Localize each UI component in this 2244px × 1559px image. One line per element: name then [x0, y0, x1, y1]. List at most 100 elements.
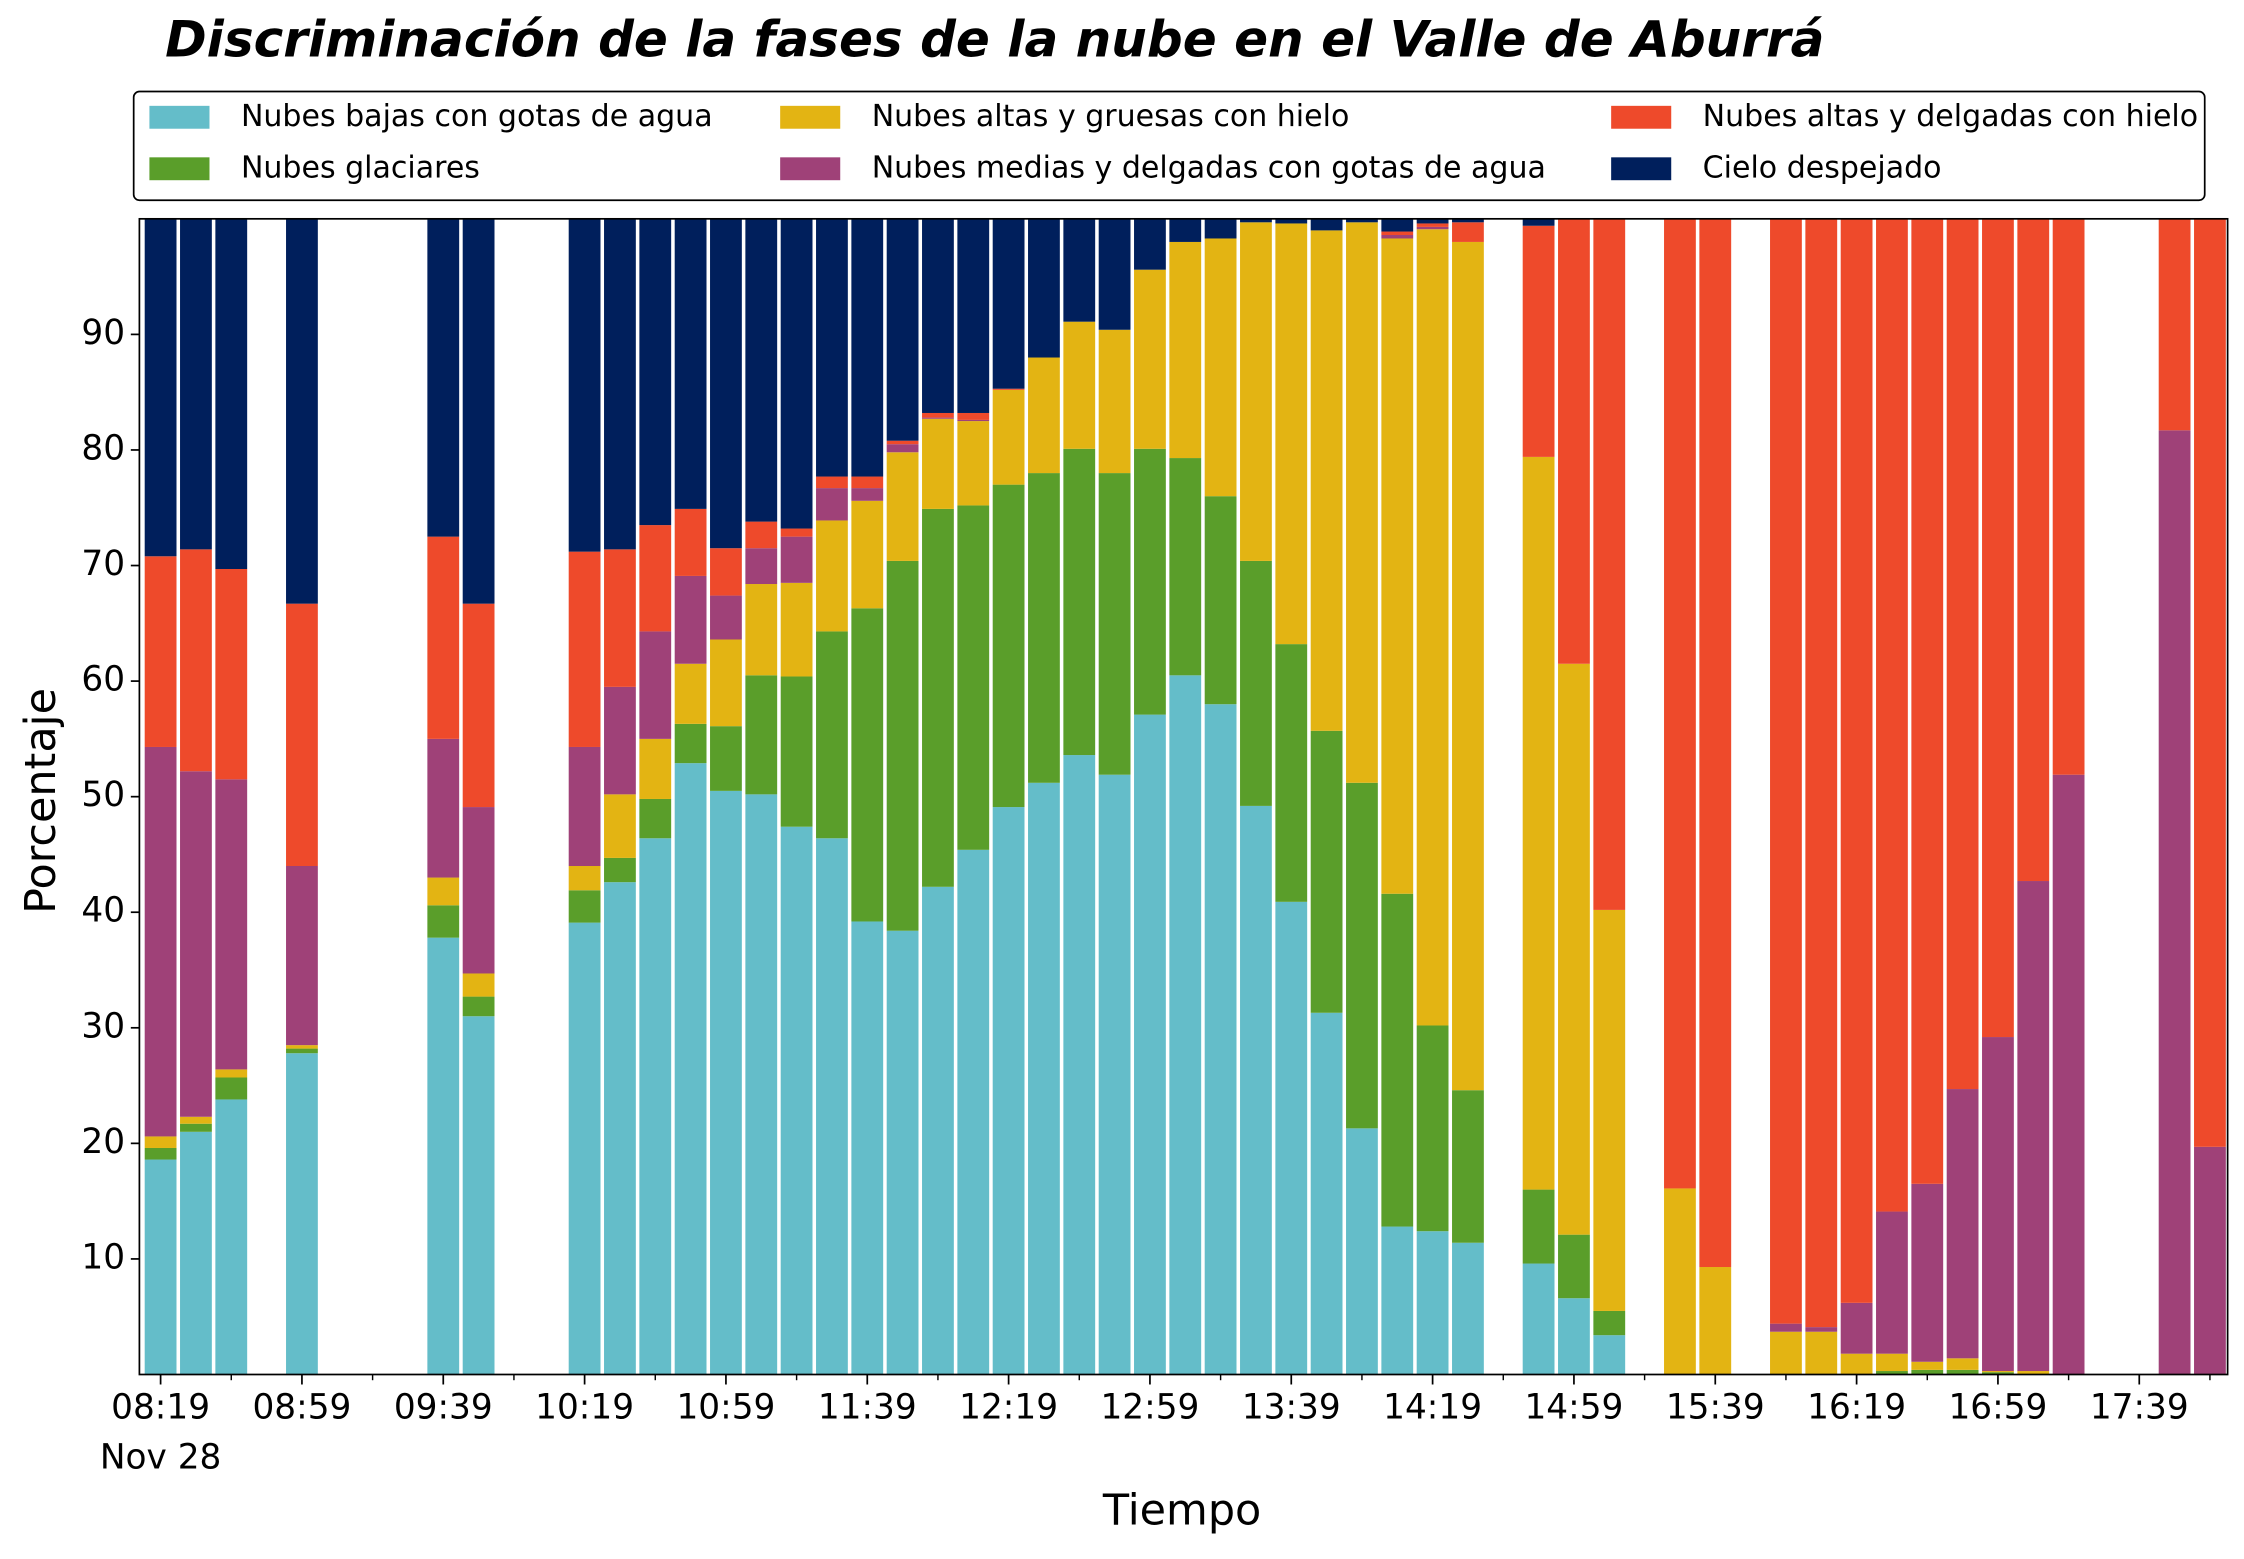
bar-segment: [1063, 755, 1096, 1375]
bar-segment: [674, 575, 707, 664]
bar-segment: [1982, 1372, 2014, 1375]
bar-segment: [1522, 225, 1555, 457]
bar-segment: [1840, 218, 1873, 1303]
x-tick-label: 13:39: [1242, 1387, 1341, 1427]
bar-segment: [1275, 223, 1308, 645]
bar-segment: [1593, 909, 1626, 1311]
bar-segment: [427, 905, 460, 938]
x-tick-label: 16:59: [1948, 1387, 2047, 1427]
bar-segment: [144, 1159, 177, 1375]
chart-title: Discriminación de la fases de la nube en…: [165, 10, 1824, 68]
bar-segment: [1134, 448, 1166, 715]
bar-segment: [1946, 1358, 1979, 1370]
bar-segment: [1134, 269, 1166, 449]
bar-segment: [462, 973, 495, 997]
bar-segment: [1275, 218, 1308, 224]
bar-segment: [1452, 1090, 1484, 1243]
bar-segment: [1134, 218, 1166, 270]
bar-segment: [568, 551, 601, 747]
bar-segment: [816, 488, 848, 521]
bar-segment: [1240, 218, 1272, 223]
bar-segment: [957, 412, 990, 420]
bar-segment: [1346, 222, 1378, 783]
legend-swatch: [780, 105, 841, 129]
bar-segment: [851, 476, 884, 489]
plot-frame: [138, 217, 2229, 1376]
bar-segment: [1310, 1012, 1343, 1375]
bar-segment: [1416, 1231, 1449, 1375]
bar-segment: [1911, 1361, 1944, 1370]
bar-segment: [1169, 241, 1202, 459]
bar-segment: [1098, 218, 1131, 330]
bar-segment: [851, 608, 884, 922]
bar-segment: [1593, 1335, 1626, 1375]
bar-segment: [1770, 1331, 1802, 1375]
bar-segment: [180, 1116, 212, 1124]
y-tick-label: 60: [81, 660, 125, 700]
bar-segment: [957, 419, 990, 422]
bar-segment: [780, 218, 813, 529]
bar-segment: [816, 218, 848, 477]
bar-segment: [1204, 496, 1237, 705]
bar-segment: [1452, 222, 1484, 242]
bar-segment: [851, 218, 884, 477]
bar-segment: [780, 676, 813, 827]
bar-segment: [427, 536, 460, 739]
bar-segment: [286, 603, 318, 867]
bar-segment: [1770, 1323, 1802, 1332]
bar-segment: [144, 218, 177, 557]
bar-segment: [886, 444, 919, 453]
bar-segment: [780, 826, 813, 1375]
bar-segment: [1805, 1327, 1838, 1332]
bar-segment: [1452, 1242, 1484, 1375]
bar-segment: [674, 763, 707, 1375]
bar-segment: [1522, 218, 1555, 226]
bar-segment: [427, 218, 460, 537]
bar-segment: [816, 838, 848, 1375]
bar-segment: [886, 440, 919, 445]
bar-segment: [1240, 805, 1272, 1375]
legend-swatch: [1611, 157, 1672, 181]
bar-segment: [922, 886, 954, 1375]
bar-segment: [215, 1069, 248, 1078]
bar-segment: [1840, 1353, 1873, 1375]
bar-segment: [2017, 218, 2050, 882]
bar-segment: [1346, 218, 1378, 223]
bar-segment: [286, 1045, 318, 1049]
bar-segment: [1946, 1089, 1979, 1359]
bar-segment: [215, 218, 248, 569]
y-tick-label: 70: [81, 544, 125, 584]
bar-segment: [2052, 218, 2085, 775]
bar-segment: [286, 218, 318, 604]
legend-label: Nubes altas y delgadas con hielo: [1703, 99, 2198, 134]
bar-segment: [710, 218, 742, 549]
bar-segment: [922, 412, 954, 418]
bar-segment: [1416, 226, 1449, 230]
bar-segment: [745, 218, 778, 522]
x-date-label: Nov 28: [100, 1437, 222, 1477]
bar-segment: [1028, 782, 1060, 1375]
bar-segment: [745, 584, 778, 676]
bar-segment: [1558, 663, 1590, 1235]
bar-segment: [2052, 774, 2085, 1375]
legend-swatch: [780, 157, 841, 181]
bar-segment: [674, 218, 707, 509]
bar-segment: [745, 794, 778, 1375]
legend-box: [132, 90, 2206, 202]
bar-segment: [144, 1147, 177, 1160]
bar-segment: [180, 1123, 212, 1132]
bar-segment: [604, 882, 636, 1375]
bar-segment: [816, 476, 848, 489]
bar-segment: [674, 508, 707, 576]
bar-segment: [922, 418, 954, 509]
bar-segment: [215, 568, 248, 780]
x-tick-label: 16:19: [1807, 1387, 1906, 1427]
bar-segment: [1805, 218, 1838, 1328]
bar-segment: [674, 663, 707, 724]
bar-segment: [1240, 222, 1272, 561]
bar-segment: [180, 1131, 212, 1375]
bar-segment: [1416, 218, 1449, 224]
bar-segment: [957, 505, 990, 850]
bar-segment: [215, 779, 248, 1070]
bar-segment: [2158, 430, 2191, 1375]
